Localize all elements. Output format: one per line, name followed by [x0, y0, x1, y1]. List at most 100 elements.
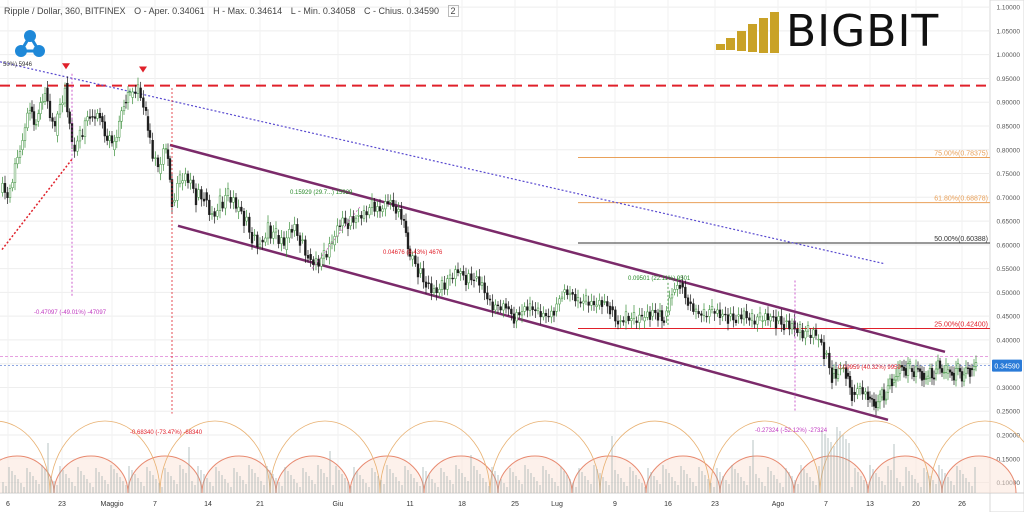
volume-bar: [641, 483, 643, 493]
volume-layer: [2, 427, 976, 493]
candle-body: [120, 110, 123, 122]
volume-bar: [386, 465, 388, 493]
candle-body: [555, 303, 558, 312]
y-tick-label: 0.20000: [997, 433, 1021, 440]
candle-body: [638, 314, 641, 323]
candle-body: [946, 369, 950, 374]
volume-bar: [155, 479, 157, 493]
volume-bar: [821, 430, 823, 493]
x-tick-label: 23: [711, 501, 719, 508]
candle-body: [261, 239, 264, 243]
volume-bar: [512, 472, 514, 493]
volume-bar: [836, 427, 838, 493]
volume-bar: [965, 478, 967, 493]
volume-bar: [863, 480, 865, 493]
candle-body: [914, 366, 918, 377]
candle-body: [750, 313, 754, 321]
volume-bar: [689, 478, 691, 493]
candle-body: [184, 173, 187, 181]
candle-body: [766, 313, 770, 321]
volume-bar: [686, 474, 688, 493]
candle-body: [41, 101, 44, 103]
candle-body: [740, 314, 743, 320]
candle-body: [483, 282, 486, 294]
volume-bar: [797, 484, 799, 493]
candle-body: [928, 368, 932, 379]
volume-bar: [410, 474, 412, 493]
candle-body: [93, 116, 97, 119]
candle-body: [470, 273, 473, 281]
volume-bar: [26, 468, 28, 493]
volume-bar: [854, 468, 856, 493]
candle-body: [237, 206, 240, 212]
volume-bar: [383, 484, 385, 493]
candle-body: [916, 368, 920, 370]
candle-body: [520, 311, 524, 316]
candle-body: [344, 217, 347, 224]
candle-body: [958, 368, 962, 372]
volume-bar: [164, 468, 166, 493]
cycle-arc-large: [489, 420, 601, 494]
volume-bar: [905, 467, 907, 493]
candle-body: [539, 311, 542, 318]
candle-body: [78, 129, 82, 142]
volume-bar: [917, 483, 919, 493]
candle-body: [496, 304, 500, 307]
volume-bar: [293, 479, 295, 493]
candle-body: [336, 225, 339, 237]
volume-bar: [623, 482, 625, 493]
volume-bar: [872, 469, 874, 493]
volume-bar: [371, 468, 373, 493]
candle-body: [61, 102, 64, 105]
candle-body: [868, 396, 872, 399]
volume-bar: [812, 481, 814, 493]
candle-body: [142, 97, 145, 108]
candle-body: [866, 391, 870, 400]
symbol-label[interactable]: Ripple / Dollar, 360, BITFINEX: [4, 6, 126, 16]
volume-bar: [44, 469, 46, 493]
candle-body: [651, 309, 654, 317]
close-value: C - Chius. 0.34590: [363, 6, 439, 16]
volume-bar: [239, 476, 241, 493]
volume-bar: [527, 469, 529, 493]
candle-body: [756, 316, 759, 325]
volume-bar: [248, 465, 250, 493]
candle-body: [962, 374, 966, 382]
gold-bar: [770, 12, 779, 53]
cycle-arc: [423, 455, 499, 494]
volume-bar: [830, 442, 832, 493]
candle-body: [804, 330, 807, 339]
gold-bar: [759, 18, 768, 53]
candle-body: [320, 257, 323, 267]
candle-body: [108, 135, 111, 141]
candle-body: [729, 313, 732, 317]
indicator-count-badge[interactable]: 2: [447, 5, 459, 17]
candle-body: [648, 311, 652, 320]
y-tick-label: 0.45000: [997, 314, 1021, 321]
fib-level-label: 25.00%(0.42400): [934, 322, 988, 329]
candle-body: [430, 283, 433, 294]
volume-bar: [299, 487, 301, 493]
candle-body: [210, 213, 214, 215]
candle-body: [491, 301, 494, 311]
candle-body: [162, 148, 165, 165]
volume-bar: [401, 485, 403, 493]
candles-layer: [1, 76, 978, 416]
volume-bar: [677, 485, 679, 493]
candle-body: [73, 144, 76, 152]
candle-body: [910, 368, 914, 372]
volume-bar: [740, 477, 742, 493]
candle-body: [154, 157, 157, 159]
candle-body: [798, 324, 802, 333]
x-tick-label: 26: [958, 501, 966, 508]
candle-body: [900, 365, 904, 368]
volume-bar: [494, 471, 496, 493]
candle-body: [76, 140, 79, 152]
y-tick-label: 0.15000: [997, 456, 1021, 463]
volume-bar: [800, 465, 802, 493]
candle-body: [600, 300, 604, 307]
candle-body: [250, 232, 254, 244]
volume-bar: [2, 482, 4, 493]
candle-body: [968, 368, 972, 377]
